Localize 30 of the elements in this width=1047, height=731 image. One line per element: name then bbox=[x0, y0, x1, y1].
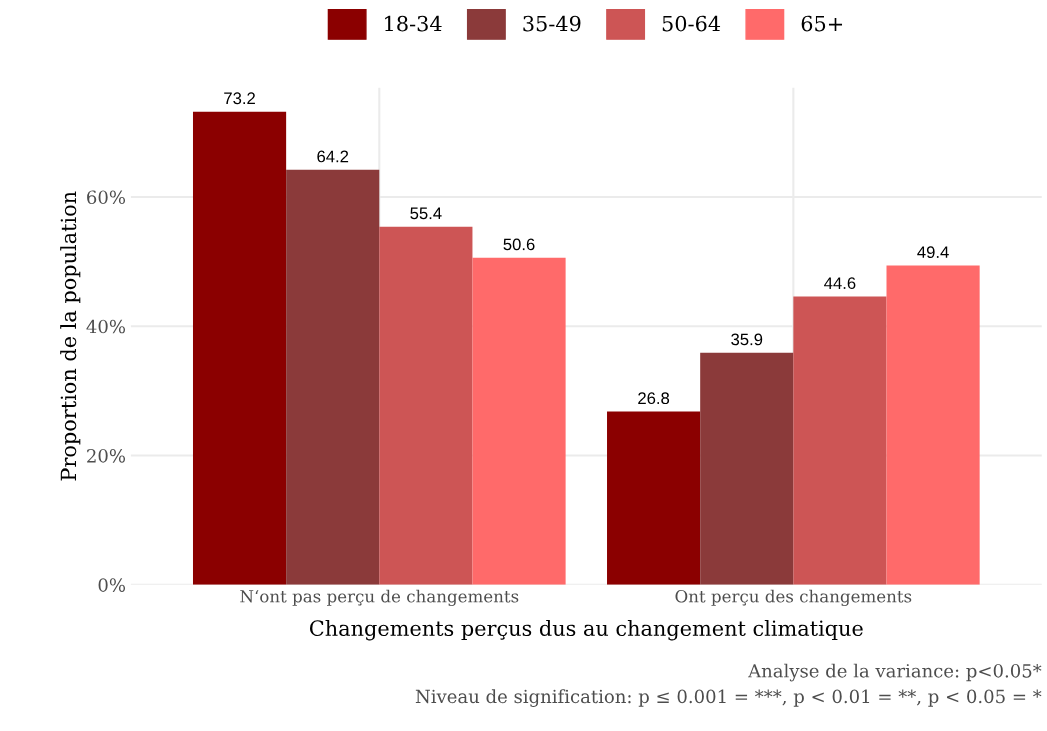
bar bbox=[700, 352, 794, 585]
data-label: 50.6 bbox=[503, 238, 535, 251]
y-tick-label: 60% bbox=[87, 190, 126, 205]
legend-label: 65+ bbox=[801, 15, 843, 32]
data-label: 55.4 bbox=[410, 207, 442, 220]
text: Analyse de la variance: p<0.05* bbox=[747, 663, 1042, 682]
legend-label: 50-64 bbox=[662, 15, 721, 32]
data-label: 64.2 bbox=[317, 150, 349, 163]
bar bbox=[472, 257, 566, 585]
bar bbox=[793, 296, 887, 585]
legend-label: 35-49 bbox=[523, 15, 581, 32]
bar bbox=[607, 411, 701, 585]
data-label: 73.2 bbox=[224, 92, 255, 105]
legend-label: 18-34 bbox=[385, 15, 442, 32]
data-label: 49.4 bbox=[917, 246, 949, 259]
y-axis-title: Proportion de la population bbox=[60, 191, 81, 481]
x-tick-label: Ont perçu des changements bbox=[675, 589, 912, 607]
text: Niveau de signification: p ≤ 0.001 = ***, p < 0.01 = **, p < 0.05 = * bbox=[415, 689, 1042, 707]
y-tick-label: 40% bbox=[86, 319, 126, 334]
x-axis-title: Changements perçus dus au changement climatique bbox=[310, 619, 863, 641]
y-tick-label: 20% bbox=[87, 448, 126, 463]
bar bbox=[286, 169, 380, 585]
bar bbox=[192, 111, 287, 585]
bar bbox=[379, 226, 473, 585]
data-label: 44.6 bbox=[824, 277, 856, 290]
y-tick-label: 0% bbox=[98, 578, 126, 592]
data-label: 35.9 bbox=[731, 333, 763, 346]
x-tick-label: N‘ont pas perçu de changements bbox=[240, 589, 519, 607]
data-label: 26.8 bbox=[638, 392, 670, 405]
bar bbox=[886, 265, 980, 585]
